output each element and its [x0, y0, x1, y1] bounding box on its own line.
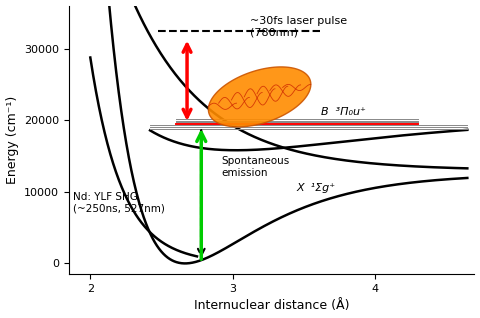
Text: Spontaneous
emission: Spontaneous emission: [221, 156, 289, 177]
Text: ~30fs laser pulse
(780nm): ~30fs laser pulse (780nm): [250, 16, 347, 38]
Text: X  ¹Σg⁺: X ¹Σg⁺: [297, 183, 336, 193]
Text: B  ³Π₀u⁺: B ³Π₀u⁺: [321, 107, 366, 117]
Polygon shape: [208, 67, 311, 127]
Text: Nd: YLF SHG
(~250ns, 527nm): Nd: YLF SHG (~250ns, 527nm): [73, 192, 165, 213]
Y-axis label: Energy (cm⁻¹): Energy (cm⁻¹): [6, 96, 19, 184]
X-axis label: Internuclear distance (Å): Internuclear distance (Å): [194, 300, 349, 313]
